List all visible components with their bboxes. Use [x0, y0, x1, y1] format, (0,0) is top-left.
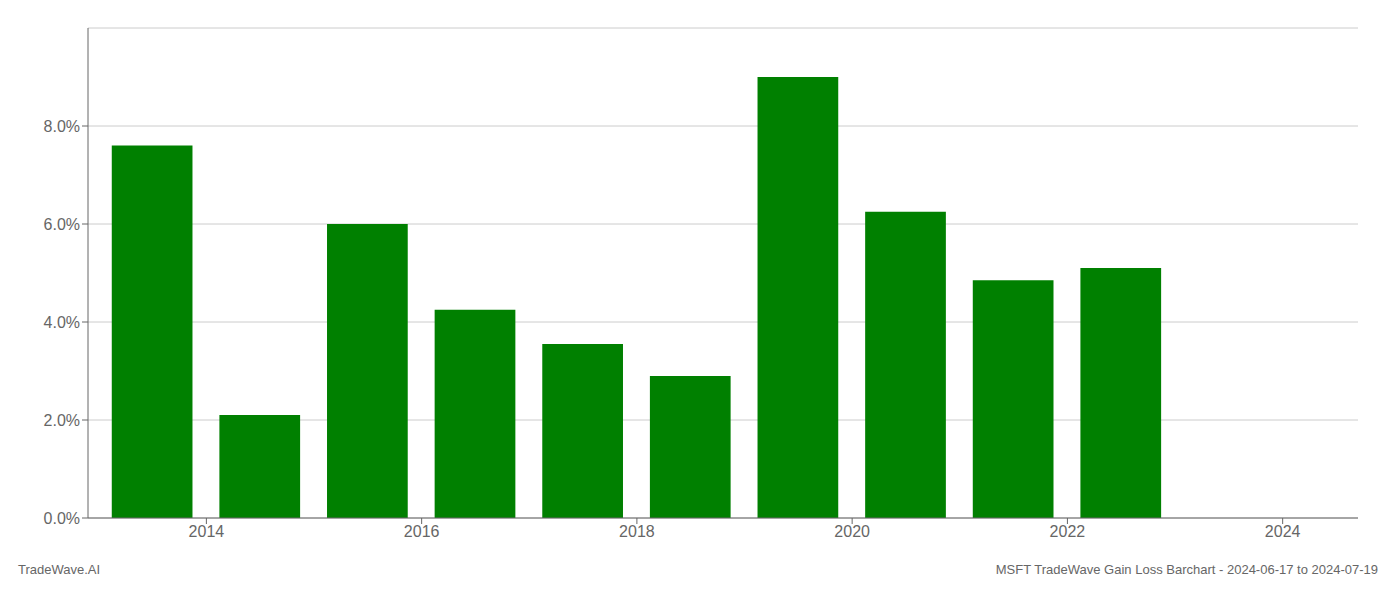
- svg-text:2024: 2024: [1265, 523, 1301, 540]
- svg-text:6.0%: 6.0%: [44, 216, 80, 233]
- svg-text:4.0%: 4.0%: [44, 314, 80, 331]
- svg-text:2014: 2014: [189, 523, 225, 540]
- svg-text:8.0%: 8.0%: [44, 118, 80, 135]
- svg-text:2018: 2018: [619, 523, 655, 540]
- svg-text:2016: 2016: [404, 523, 440, 540]
- html-text:MSFT TradeWave Gain Loss Barch: MSFT TradeWave Gain Loss Barchart - 2024…: [995, 562, 1378, 577]
- svg-text:2020: 2020: [834, 523, 870, 540]
- svg-text:2.0%: 2.0%: [44, 412, 80, 429]
- svg-text:0.0%: 0.0%: [44, 510, 80, 527]
- svg-text:2022: 2022: [1050, 523, 1086, 540]
- html-text:TradeWave.AI: TradeWave.AI: [18, 562, 101, 577]
